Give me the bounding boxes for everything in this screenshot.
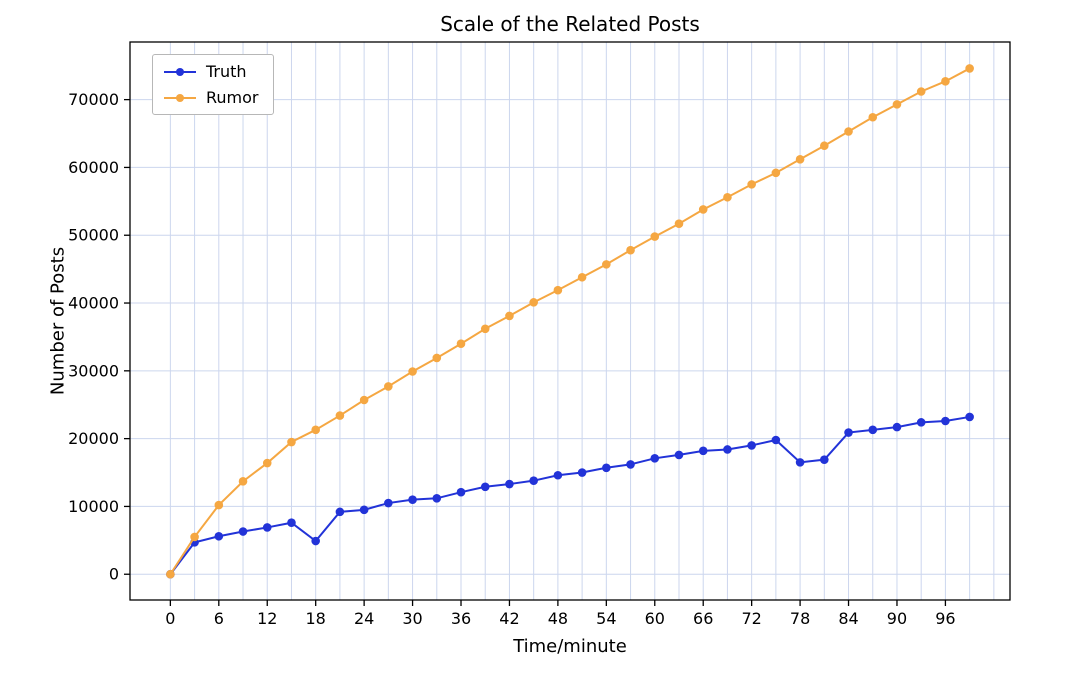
svg-text:60: 60 xyxy=(645,609,665,628)
rumor-line xyxy=(169,67,971,575)
svg-text:84: 84 xyxy=(838,609,858,628)
svg-text:42: 42 xyxy=(499,609,519,628)
svg-text:30: 30 xyxy=(402,609,422,628)
legend-label-truth: Truth xyxy=(206,62,247,81)
svg-text:12: 12 xyxy=(257,609,277,628)
svg-text:0: 0 xyxy=(165,609,175,628)
svg-text:90: 90 xyxy=(887,609,907,628)
svg-text:60000: 60000 xyxy=(68,158,119,177)
svg-text:50000: 50000 xyxy=(68,226,119,245)
truth-legend-marker xyxy=(164,67,196,76)
truth-markers xyxy=(166,412,974,579)
legend-item-truth: Truth xyxy=(163,62,259,81)
svg-text:96: 96 xyxy=(935,609,955,628)
svg-text:30000: 30000 xyxy=(68,361,119,380)
svg-text:18: 18 xyxy=(306,609,326,628)
svg-text:72: 72 xyxy=(741,609,761,628)
svg-text:40000: 40000 xyxy=(68,294,119,313)
series-lines xyxy=(166,64,974,579)
svg-text:78: 78 xyxy=(790,609,810,628)
svg-text:36: 36 xyxy=(451,609,471,628)
truth-line xyxy=(169,415,970,575)
axes-spines xyxy=(129,41,1011,601)
gridlines xyxy=(130,42,1010,600)
svg-text:24: 24 xyxy=(354,609,374,628)
svg-text:48: 48 xyxy=(548,609,568,628)
legend: Truth Rumor xyxy=(152,54,274,115)
svg-text:54: 54 xyxy=(596,609,616,628)
svg-text:70000: 70000 xyxy=(68,90,119,109)
svg-text:10000: 10000 xyxy=(68,497,119,516)
legend-item-rumor: Rumor xyxy=(163,88,259,107)
x-axis-label: Time/minute xyxy=(513,636,627,657)
y-axis-label: Number of Posts xyxy=(47,246,69,396)
svg-text:20000: 20000 xyxy=(68,429,119,448)
svg-text:6: 6 xyxy=(214,609,224,628)
svg-text:66: 66 xyxy=(693,609,713,628)
legend-label-rumor: Rumor xyxy=(206,88,259,107)
rumor-markers xyxy=(166,64,974,579)
svg-text:0: 0 xyxy=(109,565,119,584)
rumor-legend-marker xyxy=(164,93,196,102)
tick-marks xyxy=(124,98,947,606)
tick-labels: 0 6 12 18 24 30 36 42 48 54 60 66 72 78 84 90 96 0 10000 20… xyxy=(68,90,955,628)
chart-title: Scale of the Related Posts xyxy=(440,12,700,36)
